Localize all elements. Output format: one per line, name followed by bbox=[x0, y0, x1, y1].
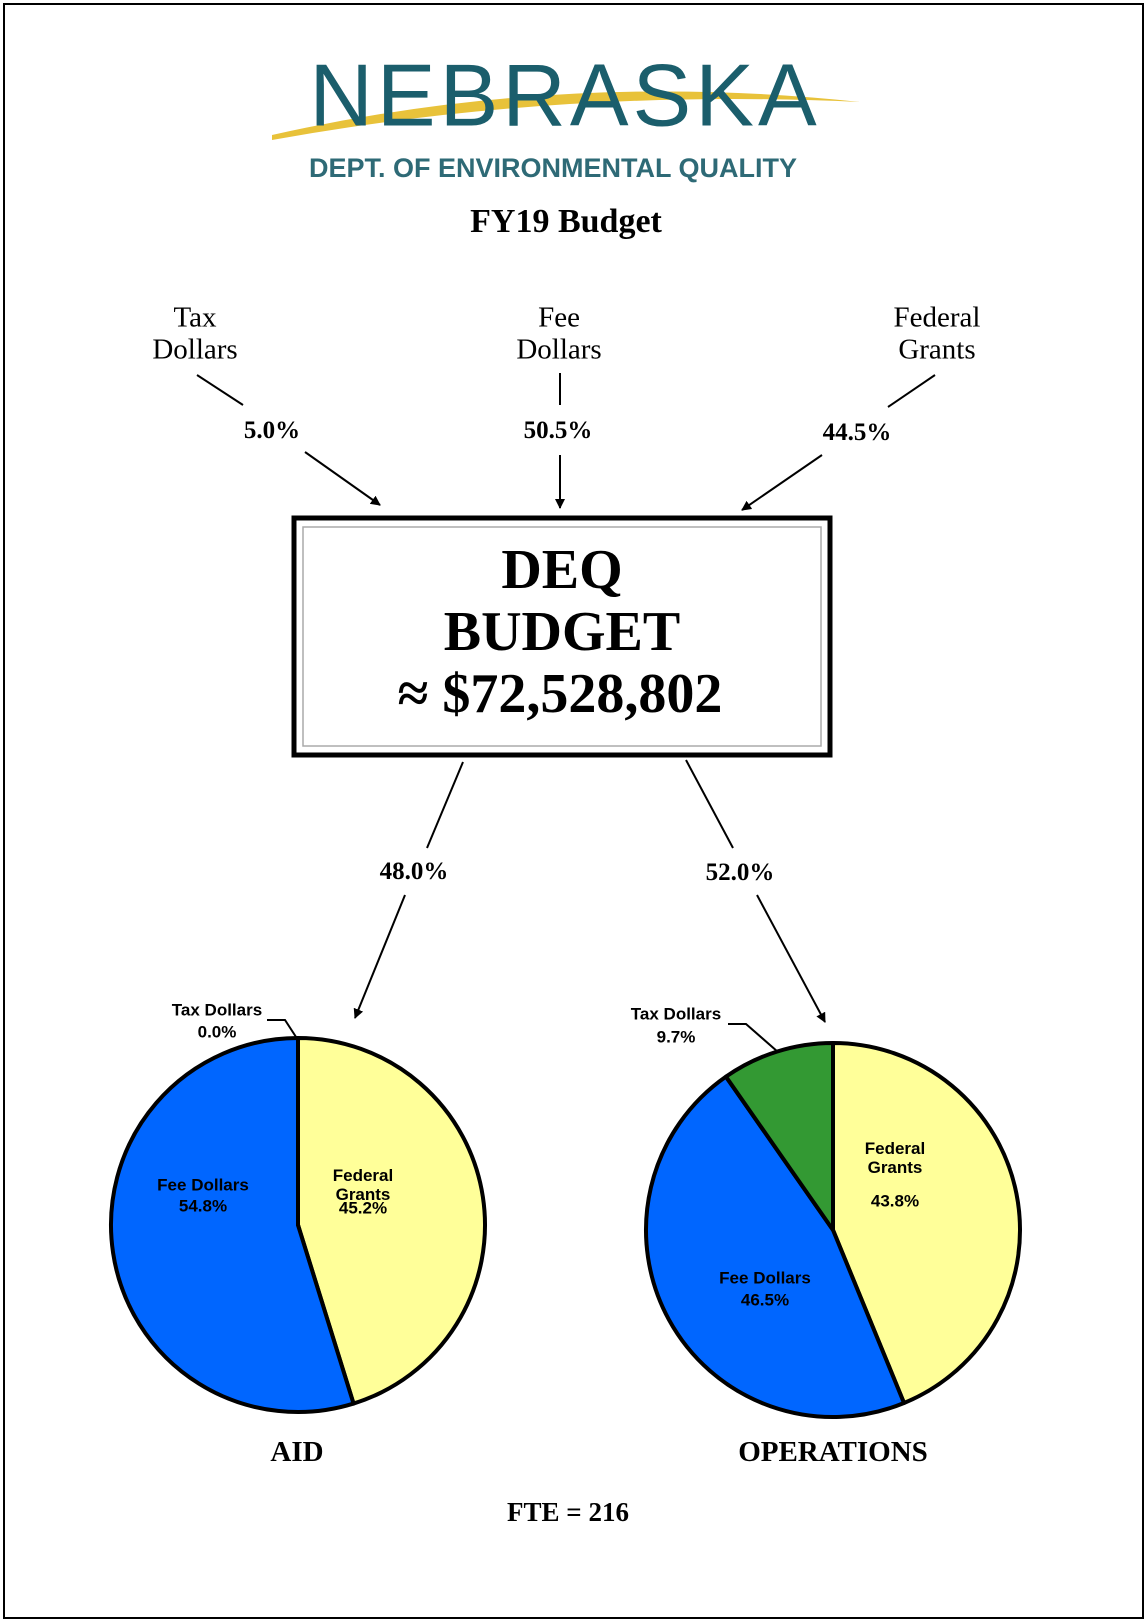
logo-title: NEBRASKA bbox=[309, 45, 821, 145]
slice-label: Fee Dollars bbox=[719, 1268, 811, 1288]
title: FY19 Budget bbox=[470, 202, 662, 240]
budget-line: DEQ bbox=[501, 539, 623, 601]
slice-label: Federal Grants bbox=[864, 1138, 926, 1177]
slice-value: 0.0% bbox=[197, 1022, 237, 1042]
slice-value: 9.7% bbox=[656, 1027, 696, 1047]
page-border bbox=[3, 3, 1144, 1619]
slice-label: Tax Dollars bbox=[630, 1004, 722, 1024]
source-label: Federal Grants bbox=[893, 301, 981, 366]
split-share: 52.0% bbox=[705, 859, 775, 886]
slice-label: Fee Dollars bbox=[157, 1175, 249, 1195]
budget-box-inner bbox=[302, 526, 822, 747]
source-label: Fee Dollars bbox=[516, 301, 602, 366]
source-share: 44.5% bbox=[822, 419, 892, 446]
slice-value: 43.8% bbox=[870, 1191, 920, 1211]
pie-slice bbox=[644, 1074, 907, 1419]
source-label: Tax Dollars bbox=[152, 301, 238, 366]
pie-slice bbox=[109, 1036, 356, 1414]
logo-subtitle: DEPT. OF ENVIRONMENTAL QUALITY bbox=[308, 152, 798, 183]
pie-slice bbox=[723, 1041, 835, 1232]
pie-slice bbox=[831, 1041, 1022, 1405]
slice-label: Federal Grants bbox=[332, 1165, 394, 1204]
slice-value: 45.2% bbox=[338, 1198, 388, 1218]
source-share: 50.5% bbox=[523, 417, 593, 444]
source-share: 5.0% bbox=[243, 417, 301, 444]
pie-slice bbox=[296, 1036, 488, 1406]
budget-box bbox=[291, 515, 833, 758]
footer: FTE = 216 bbox=[507, 1496, 629, 1527]
chart-title: OPERATIONS bbox=[738, 1435, 928, 1468]
slice-value: 46.5% bbox=[740, 1290, 790, 1310]
slice-label: Tax Dollars bbox=[171, 1000, 263, 1020]
slice-value: 54.8% bbox=[178, 1196, 228, 1216]
budget-line: BUDGET bbox=[443, 601, 681, 663]
arrows bbox=[196, 373, 936, 1053]
logo-swoosh bbox=[272, 91, 860, 140]
budget-line: ≈ $72,528,802 bbox=[397, 663, 723, 725]
split-share: 48.0% bbox=[379, 858, 449, 885]
chart-title: AID bbox=[270, 1435, 324, 1468]
